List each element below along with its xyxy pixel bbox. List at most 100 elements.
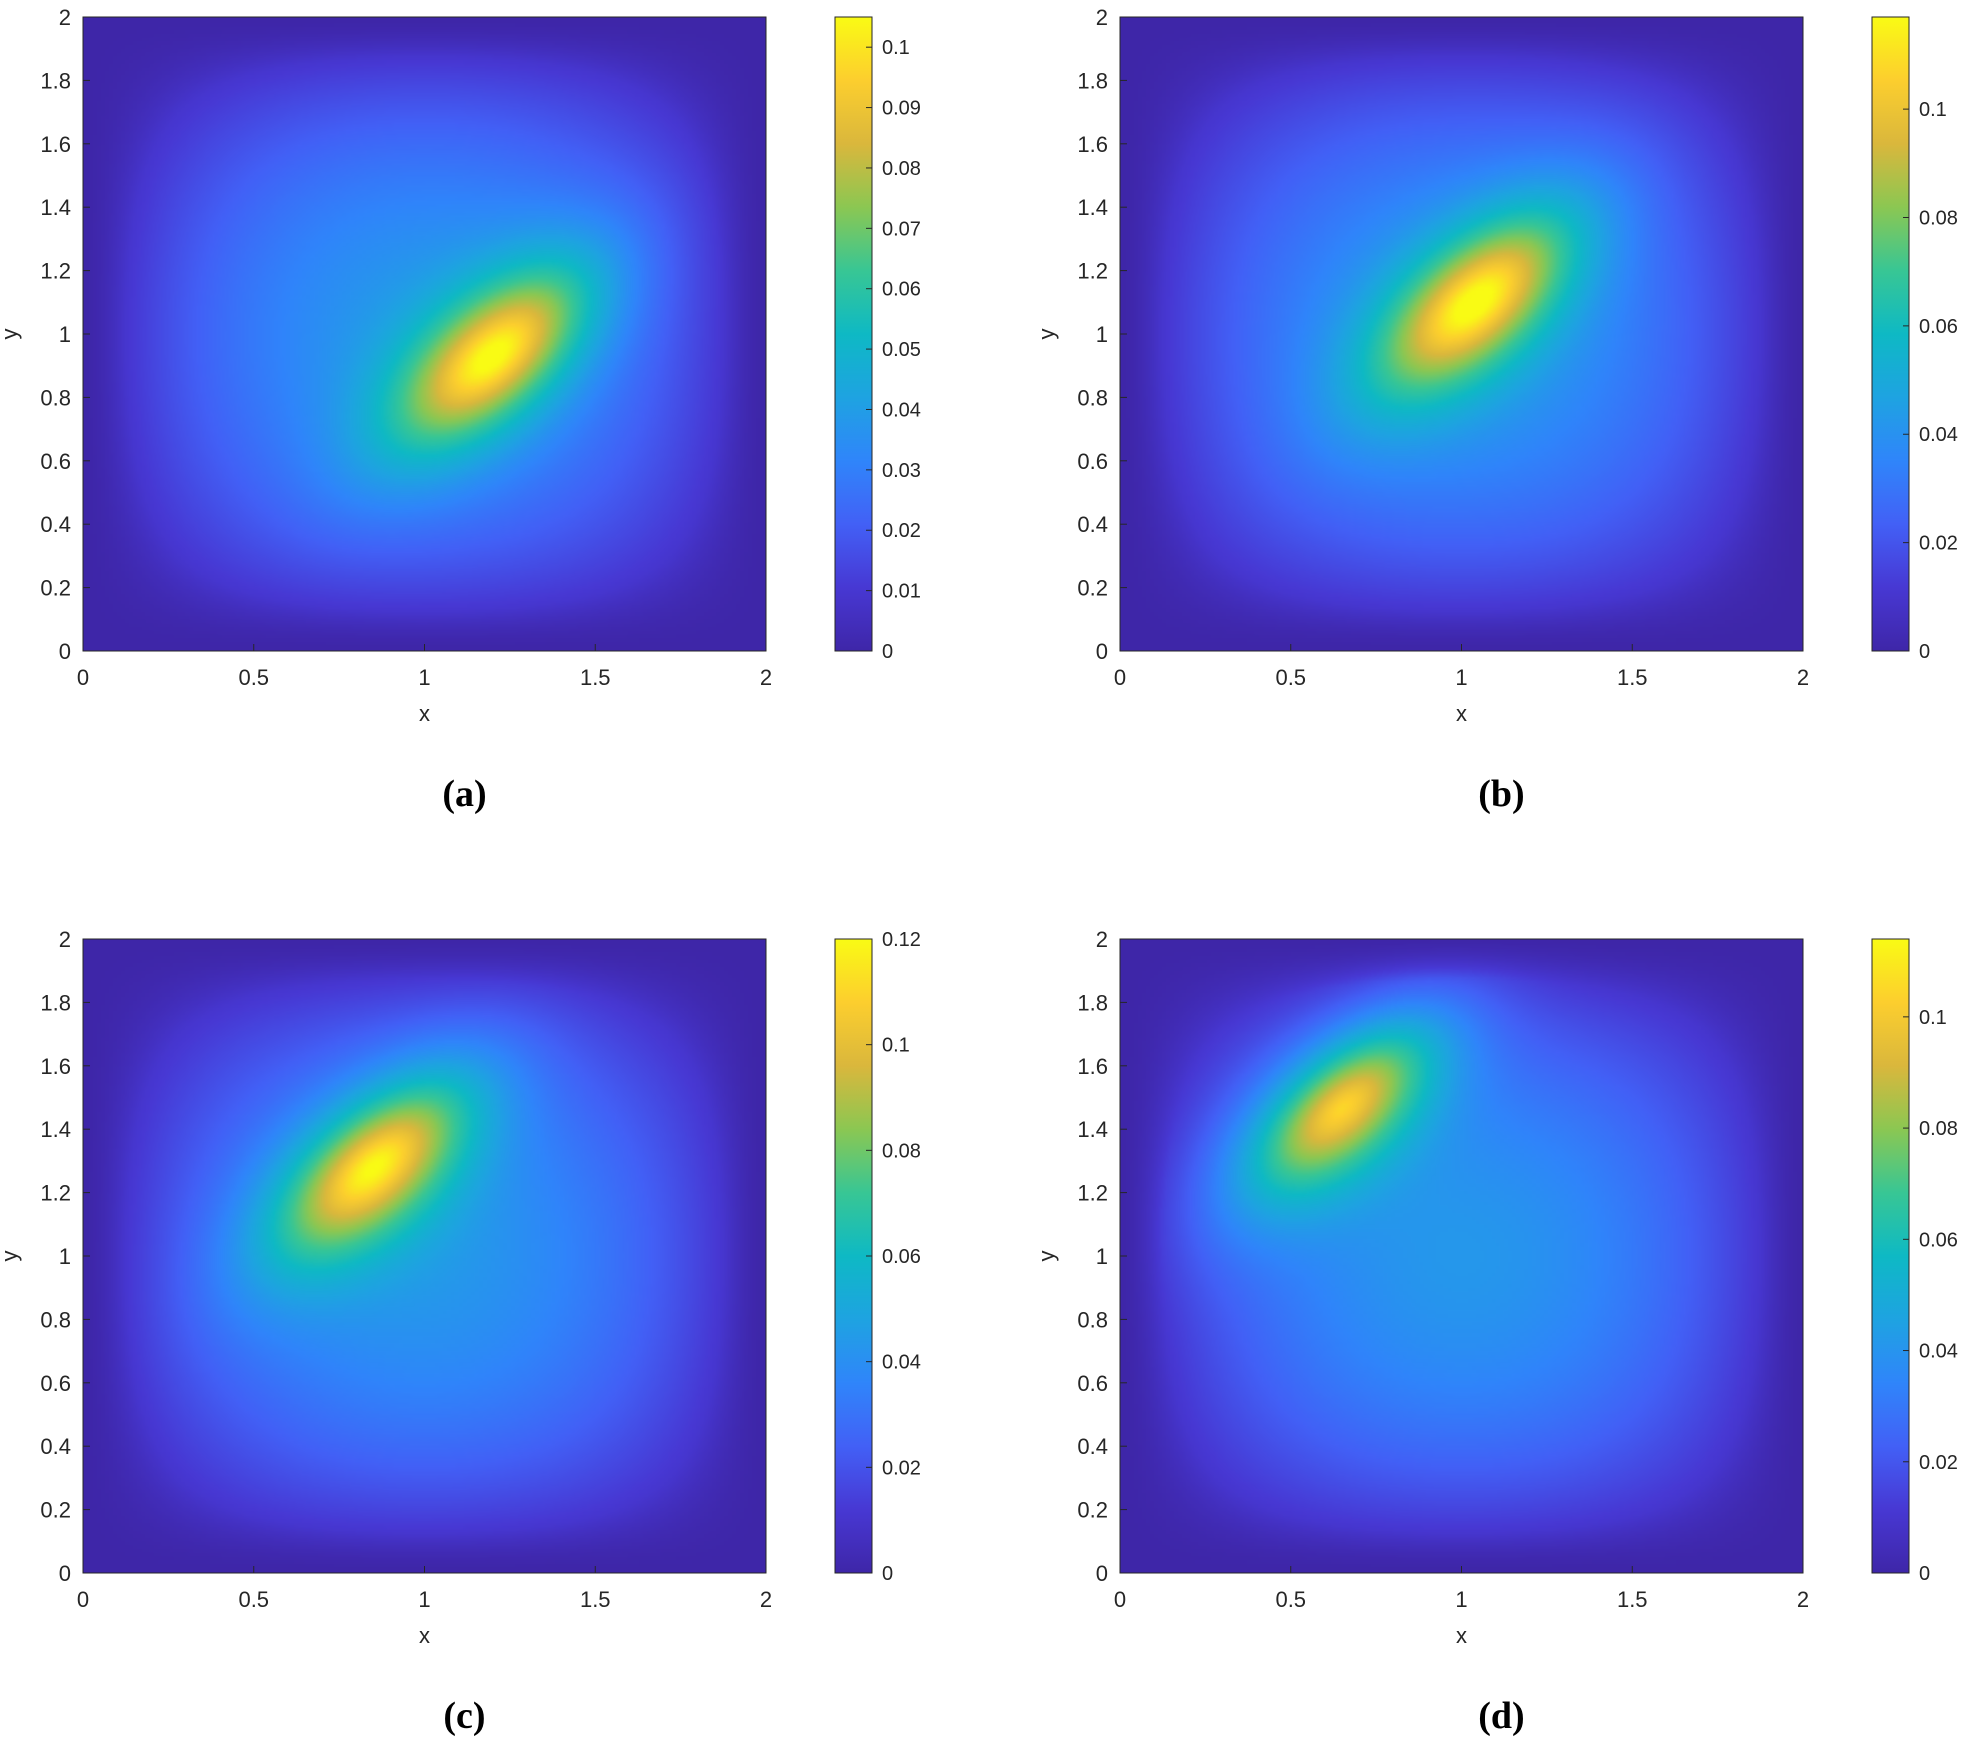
colorbar <box>834 16 873 652</box>
colorbar-tick-label: 0.08 <box>882 1140 921 1162</box>
y-tick-label: 1.4 <box>40 1117 71 1142</box>
x-tick-label: 2 <box>760 1587 772 1612</box>
y-tick-label: 0.8 <box>40 1307 71 1332</box>
colorbar-tick-label: 0.1 <box>882 1035 910 1057</box>
y-tick-label: 1.2 <box>40 259 71 284</box>
y-tick-label: 0.6 <box>40 1371 71 1396</box>
y-tick-label: 1.8 <box>40 68 71 93</box>
y-tick-label: 1.2 <box>40 1181 71 1206</box>
y-tick-label: 2 <box>1096 927 1108 952</box>
colorbar-tick-label: 0.06 <box>1919 316 1958 338</box>
colorbar-tick-label: 0.1 <box>1919 1007 1947 1029</box>
y-tick-label: 1.4 <box>1077 195 1108 220</box>
y-axis-label: y <box>1034 1251 1059 1262</box>
panel-a: 0 0.5 1 1.5 2 0 0.2 0.4 0.6 0.8 1 1.2 1.4 1.6 1.8 2 x y 0 0… <box>0 5 921 815</box>
y-tick-label: 1.6 <box>40 1054 71 1079</box>
colorbar-tick-label: 0.02 <box>882 1457 921 1479</box>
y-tick-label: 1.6 <box>40 132 71 157</box>
colorbar-tick-label: 0.06 <box>882 279 921 301</box>
y-tick-label: 0 <box>59 1561 71 1586</box>
y-tick-label: 0.6 <box>1077 1371 1108 1396</box>
colorbar-tick-label: 0.02 <box>1919 1452 1958 1474</box>
x-tick-label: 0.5 <box>238 665 269 690</box>
colorbar-tick-label: 0 <box>1919 641 1930 663</box>
x-tick-label: 1 <box>1455 665 1467 690</box>
colorbar <box>1871 16 1910 652</box>
colorbar-tick-label: 0.07 <box>882 218 921 240</box>
y-tick-label: 0.8 <box>40 385 71 410</box>
colorbar-tick-label: 0.09 <box>882 98 921 120</box>
y-tick-label: 0.8 <box>1077 385 1108 410</box>
x-axis-label: x <box>1456 1623 1467 1648</box>
panel-d: 0 0.5 1 1.5 2 0 0.2 0.4 0.6 0.8 1 1.2 1.4 1.6 1.8 2 x y 0 0… <box>1034 927 1958 1737</box>
x-tick-label: 2 <box>1797 665 1809 690</box>
y-axis-label: y <box>0 1251 22 1262</box>
x-tick-label: 0 <box>1114 665 1126 690</box>
y-tick-label: 0.6 <box>40 449 71 474</box>
colorbar-tick-label: 0 <box>882 1563 893 1585</box>
colorbar-tick-label: 0.06 <box>882 1246 921 1268</box>
y-tick-label: 0 <box>1096 639 1108 664</box>
y-tick-label: 1.6 <box>1077 1054 1108 1079</box>
x-axis-label: x <box>419 1623 430 1648</box>
x-tick-label: 0 <box>1114 1587 1126 1612</box>
y-tick-label: 0.2 <box>40 1498 71 1523</box>
y-tick-label: 1.8 <box>1077 68 1108 93</box>
x-tick-label: 1 <box>418 1587 430 1612</box>
y-tick-label: 1.4 <box>1077 1117 1108 1142</box>
panel-caption: (a) <box>442 773 486 815</box>
y-tick-label: 2 <box>1096 5 1108 30</box>
heatmap-surface <box>83 939 766 1573</box>
colorbar-tick-label: 0.04 <box>882 399 921 421</box>
x-tick-label: 0 <box>77 1587 89 1612</box>
colorbar-tick-label: 0.04 <box>1919 424 1958 446</box>
x-tick-label: 0.5 <box>1275 1587 1306 1612</box>
x-tick-label: 1 <box>418 665 430 690</box>
y-tick-label: 0.2 <box>1077 1498 1108 1523</box>
colorbar <box>1871 938 1910 1574</box>
x-tick-label: 2 <box>760 665 772 690</box>
panel-caption: (b) <box>1478 773 1524 815</box>
colorbar-tick-label: 0.12 <box>882 929 921 951</box>
x-tick-label: 0 <box>77 665 89 690</box>
x-axis-label: x <box>419 701 430 726</box>
y-tick-label: 0.6 <box>1077 449 1108 474</box>
y-tick-label: 1 <box>59 322 71 347</box>
colorbar-tick-label: 0.04 <box>1919 1341 1958 1363</box>
colorbar-tick-label: 0.02 <box>882 520 921 542</box>
colorbar-tick-label: 0.08 <box>1919 1118 1958 1140</box>
x-tick-label: 1.5 <box>580 1587 611 1612</box>
x-tick-label: 1.5 <box>1617 665 1648 690</box>
x-tick-label: 2 <box>1797 1587 1809 1612</box>
y-tick-label: 1.4 <box>40 195 71 220</box>
y-tick-label: 0.8 <box>1077 1307 1108 1332</box>
colorbar-tick-label: 0.05 <box>882 339 921 361</box>
y-tick-label: 0.4 <box>40 512 71 537</box>
y-tick-label: 0.2 <box>1077 576 1108 601</box>
y-tick-label: 0.4 <box>1077 512 1108 537</box>
y-tick-label: 2 <box>59 5 71 30</box>
colorbar-tick-label: 0.04 <box>882 1352 921 1374</box>
y-tick-label: 0.4 <box>40 1434 71 1459</box>
panel-b: 0 0.5 1 1.5 2 0 0.2 0.4 0.6 0.8 1 1.2 1.4 1.6 1.8 2 x y 0 0… <box>1034 5 1958 815</box>
heatmap-surface <box>1120 17 1803 651</box>
y-tick-label: 1.2 <box>1077 1181 1108 1206</box>
x-axis-label: x <box>1456 701 1467 726</box>
colorbar-tick-label: 0.03 <box>882 460 921 482</box>
heatmap-surface <box>83 17 766 651</box>
x-tick-label: 1 <box>1455 1587 1467 1612</box>
y-tick-label: 1 <box>1096 322 1108 347</box>
colorbar-tick-label: 0.1 <box>882 37 910 59</box>
colorbar-tick-label: 0.01 <box>882 581 921 603</box>
panel-c: 0 0.5 1 1.5 2 0 0.2 0.4 0.6 0.8 1 1.2 1.4 1.6 1.8 2 x y 0 0… <box>0 927 921 1737</box>
y-tick-label: 0.4 <box>1077 1434 1108 1459</box>
y-tick-label: 0 <box>59 639 71 664</box>
y-tick-label: 1 <box>59 1244 71 1269</box>
x-tick-label: 0.5 <box>1275 665 1306 690</box>
panel-caption: (c) <box>443 1695 485 1737</box>
colorbar-tick-label: 0.08 <box>1919 207 1958 229</box>
y-axis-label: y <box>0 329 22 340</box>
y-tick-label: 1.2 <box>1077 259 1108 284</box>
colorbar-tick-label: 0 <box>1919 1563 1930 1585</box>
